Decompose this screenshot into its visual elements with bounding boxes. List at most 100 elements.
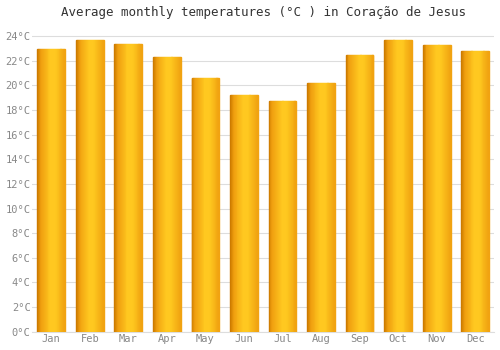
Bar xyxy=(388,40,389,332)
Bar xyxy=(467,51,468,332)
Bar xyxy=(97,40,98,332)
Bar xyxy=(100,40,101,332)
Bar xyxy=(362,55,364,332)
Bar xyxy=(478,51,479,332)
Bar xyxy=(56,49,57,332)
Bar xyxy=(94,40,96,332)
Bar xyxy=(242,95,243,332)
Bar xyxy=(54,49,55,332)
Bar xyxy=(394,40,396,332)
Bar xyxy=(232,95,233,332)
Bar xyxy=(201,78,202,332)
Bar xyxy=(445,45,446,332)
Bar xyxy=(367,55,368,332)
Bar xyxy=(404,40,406,332)
Bar xyxy=(63,49,64,332)
Bar xyxy=(255,95,256,332)
Bar xyxy=(399,40,400,332)
Bar xyxy=(135,44,136,332)
Bar xyxy=(177,57,178,332)
Bar xyxy=(274,102,275,332)
Bar xyxy=(323,83,324,332)
Bar xyxy=(244,95,245,332)
Bar xyxy=(176,57,177,332)
Bar xyxy=(129,44,130,332)
Bar xyxy=(202,78,203,332)
Bar xyxy=(154,57,155,332)
Bar xyxy=(369,55,370,332)
Bar xyxy=(353,55,354,332)
Bar xyxy=(390,40,392,332)
Bar xyxy=(364,55,365,332)
Bar xyxy=(290,102,291,332)
Bar xyxy=(138,44,140,332)
Bar xyxy=(438,45,440,332)
Bar xyxy=(41,49,42,332)
Bar xyxy=(389,40,390,332)
Bar xyxy=(218,78,220,332)
Bar xyxy=(234,95,236,332)
Bar xyxy=(426,45,428,332)
Bar xyxy=(118,44,119,332)
Bar xyxy=(64,49,65,332)
Bar xyxy=(121,44,122,332)
Bar xyxy=(429,45,430,332)
Bar xyxy=(197,78,198,332)
Bar xyxy=(276,102,277,332)
Bar xyxy=(466,51,467,332)
Bar xyxy=(76,40,77,332)
Bar xyxy=(289,102,290,332)
Bar xyxy=(311,83,312,332)
Bar xyxy=(158,57,160,332)
Bar xyxy=(178,57,179,332)
Bar xyxy=(386,40,387,332)
Bar xyxy=(128,44,130,332)
Bar xyxy=(102,40,104,332)
Bar xyxy=(433,45,434,332)
Bar xyxy=(324,83,326,332)
Bar xyxy=(308,83,309,332)
Bar xyxy=(333,83,334,332)
Bar xyxy=(282,102,284,332)
Bar xyxy=(279,102,280,332)
Bar xyxy=(50,49,51,332)
Bar xyxy=(122,44,124,332)
Bar xyxy=(166,57,167,332)
Bar xyxy=(213,78,214,332)
Bar xyxy=(140,44,141,332)
Bar xyxy=(475,51,476,332)
Bar xyxy=(319,83,320,332)
Bar xyxy=(346,55,348,332)
Bar xyxy=(402,40,403,332)
Bar xyxy=(321,83,322,332)
Bar xyxy=(87,40,88,332)
Bar xyxy=(488,51,489,332)
Bar xyxy=(318,83,319,332)
Bar xyxy=(119,44,120,332)
Bar xyxy=(130,44,131,332)
Bar xyxy=(285,102,286,332)
Bar xyxy=(462,51,463,332)
Bar xyxy=(88,40,89,332)
Bar xyxy=(200,78,201,332)
Bar xyxy=(155,57,156,332)
Bar xyxy=(384,40,385,332)
Bar xyxy=(287,102,288,332)
Bar xyxy=(153,57,154,332)
Bar xyxy=(356,55,357,332)
Bar xyxy=(275,102,276,332)
Bar xyxy=(98,40,99,332)
Bar xyxy=(180,57,181,332)
Bar xyxy=(322,83,323,332)
Bar xyxy=(85,40,86,332)
Bar xyxy=(486,51,487,332)
Bar xyxy=(350,55,352,332)
Bar xyxy=(156,57,158,332)
Bar xyxy=(468,51,469,332)
Bar xyxy=(168,57,170,332)
Bar xyxy=(397,40,398,332)
Bar xyxy=(89,40,90,332)
Bar xyxy=(165,57,166,332)
Bar xyxy=(131,44,132,332)
Bar xyxy=(230,95,231,332)
